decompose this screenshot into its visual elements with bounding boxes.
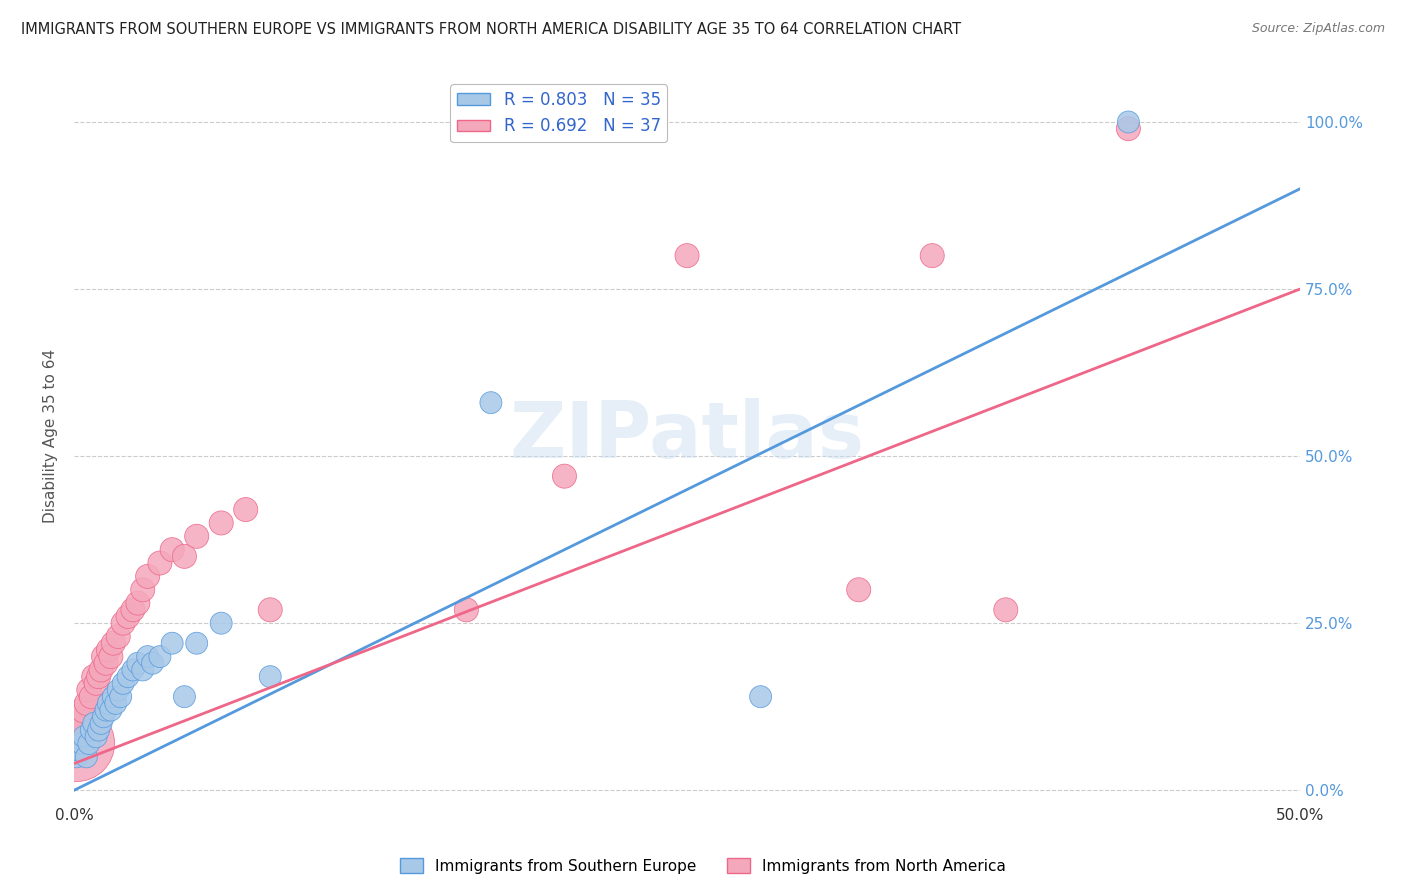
Point [100, 649, 122, 664]
Point [136, 649, 159, 664]
Point [90, 663, 112, 677]
Point [75, 749, 97, 764]
Text: ZIPatlas: ZIPatlas [509, 398, 865, 474]
Point [104, 697, 127, 711]
Point [103, 636, 125, 650]
Point [160, 542, 183, 557]
Point [127, 657, 149, 671]
Point [122, 603, 145, 617]
Point [83, 716, 105, 731]
Point [97, 643, 120, 657]
Legend: R = 0.803   N = 35, R = 0.692   N = 37: R = 0.803 N = 35, R = 0.692 N = 37 [450, 84, 668, 142]
Y-axis label: Disability Age 35 to 64: Disability Age 35 to 64 [44, 349, 58, 523]
Point [1118, 115, 1140, 129]
Point [132, 663, 155, 677]
Point [73, 730, 96, 744]
Text: Source: ZipAtlas.com: Source: ZipAtlas.com [1251, 22, 1385, 36]
Point [77, 683, 100, 698]
Point [149, 556, 172, 570]
Point [994, 603, 1017, 617]
Point [209, 516, 232, 530]
Point [107, 630, 129, 644]
Point [83, 670, 105, 684]
Point [259, 603, 281, 617]
Point [173, 549, 195, 564]
Text: IMMIGRANTS FROM SOUTHERN EUROPE VS IMMIGRANTS FROM NORTH AMERICA DISABILITY AGE : IMMIGRANTS FROM SOUTHERN EUROPE VS IMMIG… [21, 22, 962, 37]
Point [479, 395, 502, 409]
Point [173, 690, 195, 704]
Point [73, 703, 96, 717]
Legend: Immigrants from Southern Europe, Immigrants from North America: Immigrants from Southern Europe, Immigra… [394, 852, 1012, 880]
Point [676, 249, 699, 263]
Point [186, 636, 208, 650]
Point [117, 670, 139, 684]
Point [103, 690, 125, 704]
Point [456, 603, 478, 617]
Point [149, 649, 172, 664]
Point [65, 749, 87, 764]
Point [84, 730, 107, 744]
Point [142, 657, 165, 671]
Point [94, 657, 117, 671]
Point [67, 743, 90, 757]
Point [749, 690, 772, 704]
Point [75, 697, 97, 711]
Point [921, 249, 943, 263]
Point [94, 703, 117, 717]
Point [90, 716, 112, 731]
Point [1118, 121, 1140, 136]
Point [117, 609, 139, 624]
Point [553, 469, 575, 483]
Point [136, 569, 159, 583]
Point [110, 690, 132, 704]
Point [70, 716, 93, 731]
Point [186, 529, 208, 543]
Point [70, 736, 93, 750]
Point [112, 676, 135, 690]
Point [65, 736, 87, 750]
Point [77, 736, 100, 750]
Point [127, 596, 149, 610]
Point [209, 616, 232, 631]
Point [87, 670, 110, 684]
Point [160, 636, 183, 650]
Point [122, 663, 145, 677]
Point [259, 670, 281, 684]
Point [80, 723, 103, 738]
Point [235, 502, 257, 516]
Point [132, 582, 155, 597]
Point [80, 690, 103, 704]
Point [67, 723, 90, 738]
Point [93, 710, 115, 724]
Point [112, 616, 135, 631]
Point [84, 676, 107, 690]
Point [87, 723, 110, 738]
Point [100, 703, 122, 717]
Point [107, 683, 129, 698]
Point [93, 649, 115, 664]
Point [97, 697, 120, 711]
Point [848, 582, 870, 597]
